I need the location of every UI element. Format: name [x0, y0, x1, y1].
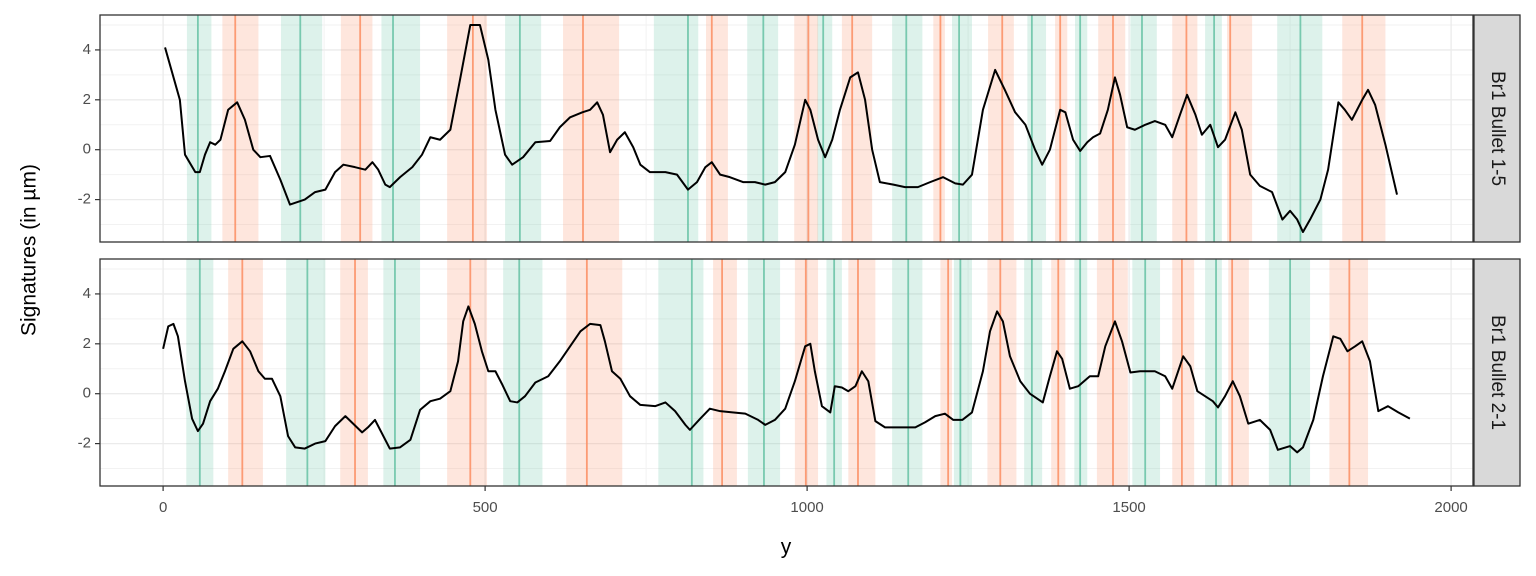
valley-band — [286, 259, 326, 486]
peak-band — [713, 259, 737, 486]
x-tick-label: 1500 — [1112, 499, 1145, 516]
y-tick-label: 4 — [83, 285, 91, 302]
valley-band — [653, 15, 699, 242]
peak-band — [447, 259, 488, 486]
x-axis-title: y — [781, 536, 792, 559]
signature-line — [164, 23, 1398, 234]
peak-band — [841, 15, 873, 242]
valley-band — [1130, 15, 1157, 242]
peak-band — [1226, 15, 1253, 242]
peak-band — [940, 259, 953, 486]
x-tick-label: 500 — [473, 499, 498, 516]
valley-band — [817, 15, 833, 242]
panel-border — [99, 258, 1474, 487]
valley-band — [505, 15, 542, 242]
valley-band — [1205, 259, 1222, 486]
valley-band — [1075, 15, 1088, 242]
facet-strip — [1473, 258, 1521, 487]
y-tick-label: -2 — [78, 435, 91, 452]
y-tick-label: 2 — [83, 91, 91, 108]
peak-band — [340, 15, 373, 242]
peak-band — [706, 15, 728, 242]
valley-band — [383, 259, 421, 486]
peak-band — [1172, 15, 1198, 242]
y-tick-label: -2 — [78, 191, 91, 208]
valley-band — [503, 259, 543, 486]
x-tick-label: 0 — [159, 499, 167, 516]
y-tick-label: 2 — [83, 335, 91, 352]
peak-band — [1172, 259, 1195, 486]
y-tick-label: 0 — [83, 385, 91, 402]
peak-band — [988, 15, 1014, 242]
peak-band — [987, 259, 1017, 486]
valley-band — [892, 259, 923, 486]
valley-band — [186, 15, 212, 242]
x-tick-label: 2000 — [1434, 499, 1467, 516]
valley-band — [953, 259, 972, 486]
valley-band — [1027, 15, 1047, 242]
x-tick-label: 1000 — [790, 499, 823, 516]
facet-label: Br1 Bullet 1-5 — [1487, 71, 1508, 186]
valley-band — [1024, 259, 1043, 486]
peak-band — [1228, 259, 1249, 486]
valley-band — [892, 15, 923, 242]
valley-band — [280, 15, 323, 242]
peak-band — [563, 15, 620, 242]
facet-label: Br1 Bullet 2-1 — [1487, 315, 1508, 430]
peak-band — [447, 15, 488, 242]
peak-band — [340, 259, 368, 486]
y-axis-title: Signatures (in µm) — [18, 164, 41, 336]
peak-band — [794, 15, 819, 242]
peak-band — [933, 15, 945, 242]
peak-band — [228, 259, 263, 486]
panel-border — [99, 14, 1474, 243]
signature-line — [162, 305, 1411, 454]
y-tick-label: 4 — [83, 41, 91, 58]
y-tick-label: 0 — [83, 141, 91, 158]
peak-band — [1342, 15, 1386, 242]
facet-strip — [1473, 14, 1521, 243]
peak-band — [222, 15, 259, 242]
valley-band — [952, 15, 972, 242]
peak-band — [1055, 15, 1068, 242]
valley-band — [658, 259, 704, 486]
valley-band — [381, 15, 421, 242]
